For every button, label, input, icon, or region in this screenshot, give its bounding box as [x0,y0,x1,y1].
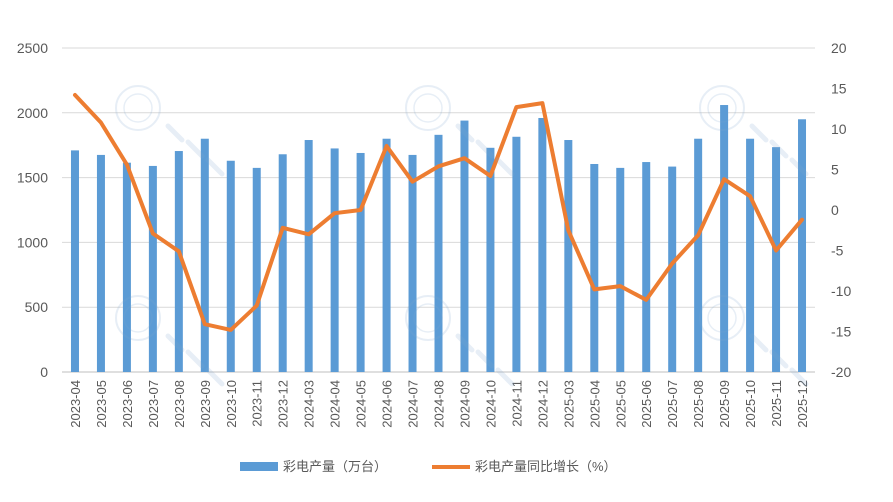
bar [538,117,547,372]
x-tick-label: 2024-09 [457,380,472,428]
bar [642,162,651,372]
x-tick-label: 2024-06 [380,380,395,428]
right-tick-label: -20 [831,364,851,380]
x-tick-label: 2025-12 [795,380,810,428]
legend-label-line: 彩电产量同比增长（%） [475,459,617,474]
bar [564,140,573,372]
watermark-inner-ring [413,93,443,123]
bar [382,138,391,372]
x-tick-label: 2023-04 [68,380,83,428]
x-tick-label: 2025-10 [743,380,758,428]
watermark-logo [405,295,515,387]
x-tick-label: 2024-07 [406,380,421,428]
bar [174,151,183,372]
left-tick-label: 0 [40,364,48,380]
x-tick-label: 2023-09 [198,380,213,428]
watermark-inner-ring [123,93,153,123]
x-tick-label: 2024-10 [483,380,498,428]
legend: 彩电产量（万台） 彩电产量同比增长（%） [240,459,617,474]
x-tick-label: 2024-11 [509,380,524,427]
bar [148,165,157,372]
bar [434,134,443,372]
bar [252,167,261,372]
bar [694,138,703,372]
bar [772,147,781,372]
x-tick-label: 2023-12 [276,380,291,428]
x-tick-label: 2024-08 [432,380,447,428]
right-tick-label: 10 [831,121,847,137]
bar [200,138,209,372]
x-tick-label: 2023-05 [94,380,109,428]
watermark-ring [115,85,161,131]
right-y-axis: -20 -15 -10 -5 0 5 10 15 20 [831,40,851,380]
right-tick-label: 0 [831,202,839,218]
bar [96,154,105,372]
growth-line [73,93,804,332]
bar [590,163,599,372]
left-tick-label: 2500 [17,40,48,56]
left-tick-label: 2000 [17,105,48,121]
bar [720,105,729,373]
bar [304,140,313,372]
x-tick-label: 2025-08 [691,380,706,428]
bar [356,152,365,372]
bar [408,154,417,372]
bar [668,166,677,372]
bar [122,162,131,372]
bar [330,148,339,372]
x-tick-label: 2024-05 [354,380,369,428]
right-tick-label: 15 [831,81,847,97]
bar [486,147,495,372]
x-tick-label: 2023-08 [172,380,187,428]
bar [512,136,521,372]
bar [460,120,469,373]
bar [798,119,807,372]
left-tick-label: 500 [25,299,49,315]
x-tick-label: 2023-07 [146,380,161,428]
x-tick-label: 2023-10 [224,380,239,428]
x-tick-label: 2025-06 [639,380,654,428]
left-y-axis: 0 500 1000 1500 2000 2500 [17,40,48,380]
x-tick-label: 2025-04 [587,380,602,428]
x-tick-label: 2025-03 [561,380,576,428]
x-tick-label: 2025-09 [717,380,732,428]
right-tick-label: 20 [831,40,847,56]
x-tick-label: 2024-12 [535,380,550,428]
legend-label-bars: 彩电产量（万台） [283,459,387,474]
x-tick-label: 2024-04 [328,380,343,428]
x-tick-label: 2025-07 [665,380,680,428]
bar [278,154,287,372]
x-tick-label: 2023-06 [120,380,135,428]
bar-series [70,105,807,373]
x-axis: 2023-04 2023-05 2023-06 2023-07 2023-08 2023-… [68,380,810,428]
left-tick-label: 1000 [17,234,48,250]
right-tick-label: -10 [831,283,851,299]
x-tick-label: 2025-11 [769,380,784,427]
right-tick-label: -15 [831,324,851,340]
bar [746,138,755,372]
bar [70,150,79,372]
x-tick-label: 2025-05 [613,380,628,428]
line-series [73,93,804,332]
legend-swatch-bars [240,462,278,471]
bar [226,160,235,372]
right-tick-label: 5 [831,162,839,178]
right-tick-label: -5 [831,243,844,259]
left-tick-label: 1500 [17,170,48,186]
watermark-ring [405,85,451,131]
x-tick-label: 2024-03 [302,380,317,428]
bar [616,167,625,372]
x-tick-label: 2023-11 [250,380,265,427]
